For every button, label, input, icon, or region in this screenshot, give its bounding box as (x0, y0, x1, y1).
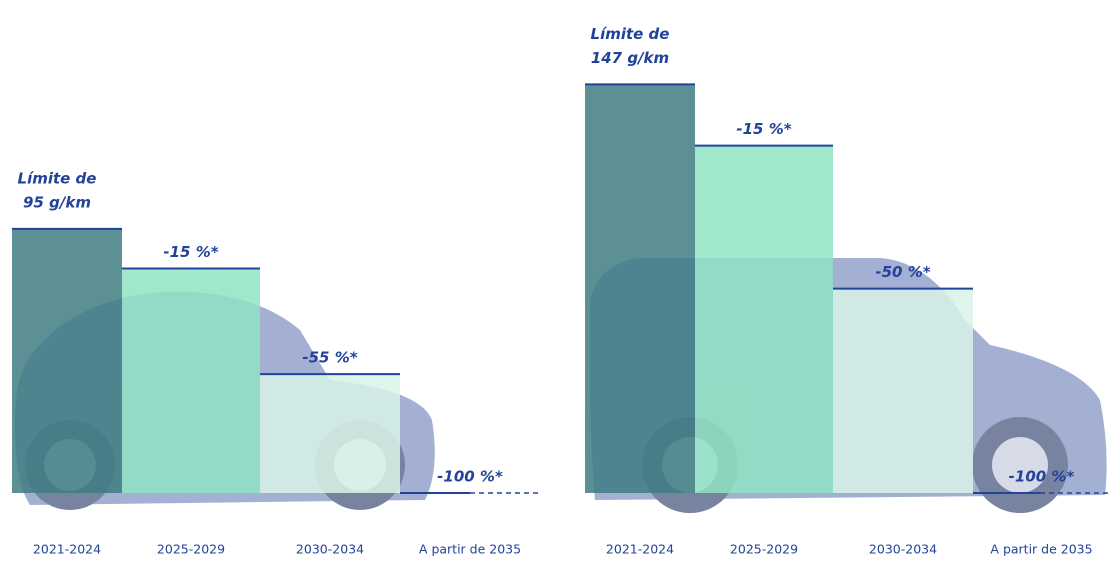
value-label: -100 %* (1009, 468, 1075, 486)
x-tick-label: A partir de 2035 (990, 542, 1092, 557)
limit-label: 147 g/km (591, 49, 669, 67)
x-tick-label: 2021-2024 (606, 542, 674, 557)
limit-label: Límite de (18, 169, 97, 187)
value-label: -15 %* (163, 243, 218, 261)
limit-label: 95 g/km (23, 193, 91, 211)
bar (695, 145, 833, 493)
value-label: -100 %* (437, 468, 503, 486)
x-tick-label: 2025-2029 (730, 542, 798, 557)
bar (260, 374, 400, 493)
bar (12, 228, 122, 493)
value-label: -55 %* (302, 349, 357, 367)
bar (122, 268, 260, 493)
x-tick-label: A partir de 2035 (419, 542, 521, 557)
value-label: -50 %* (875, 263, 930, 281)
x-tick-label: 2021-2024 (33, 542, 101, 557)
x-tick-label: 2025-2029 (157, 542, 225, 557)
x-tick-label: 2030-2034 (869, 542, 937, 557)
x-tick-label: 2030-2034 (296, 542, 364, 557)
bar (833, 288, 973, 493)
value-label: -15 %* (736, 120, 791, 138)
limit-label: Límite de (591, 25, 670, 43)
bar (585, 84, 695, 493)
